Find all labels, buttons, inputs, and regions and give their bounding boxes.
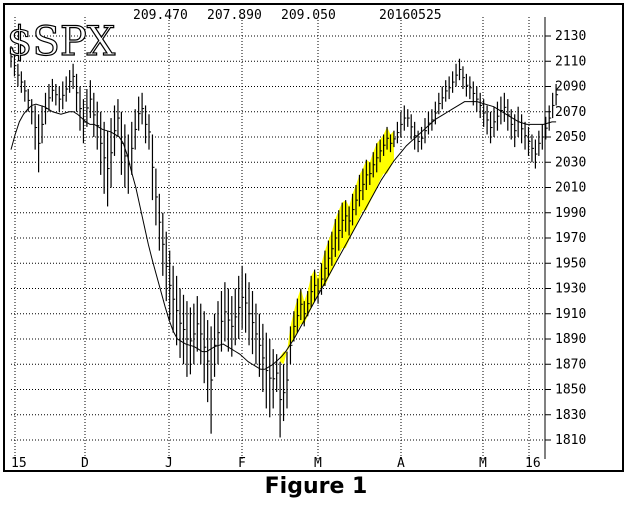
moving-average-line (10, 101, 557, 370)
y-tick-label: 2050 (555, 130, 586, 145)
x-tick-label: M (479, 456, 487, 470)
y-tick-label: 1850 (555, 383, 586, 398)
y-tick-label: 1950 (555, 256, 586, 271)
y-tick-label: 2070 (555, 105, 586, 120)
y-tick-label: 1870 (555, 357, 586, 372)
moving-average-layer (10, 101, 557, 370)
y-tick-label: 1830 (555, 408, 586, 423)
y-tick-label: 1910 (555, 307, 586, 322)
highlight-layer (280, 126, 394, 365)
y-axis-labels: 2130 2110 2090 2070 2050 2030 2010 1990 1970 1950… (555, 29, 586, 448)
x-axis-labels: 15 D J F M A M 16 (11, 456, 541, 470)
x-tick-label: A (397, 456, 405, 470)
y-tick-label: 2090 (555, 80, 586, 95)
highlight-region (280, 126, 394, 365)
y-tick-label: 2110 (555, 54, 586, 69)
x-tick-label: 16 (525, 456, 541, 470)
y-tick-label: 1930 (555, 282, 586, 297)
y-tick-label: 1990 (555, 206, 586, 221)
spx-chart: 2130 2110 2090 2070 2050 2030 2010 1990 1970 1950… (6, 8, 586, 470)
y-tick-label: 1970 (555, 231, 586, 246)
price-bars (10, 46, 559, 438)
y-tick-label: 1810 (555, 433, 586, 448)
header-date: 20160525 (379, 8, 442, 23)
x-tick-label: F (238, 456, 246, 470)
x-tick-label: M (314, 456, 322, 470)
figure-caption: Figure 1 (264, 474, 368, 499)
y-tick-label: 2010 (555, 181, 586, 196)
chart-frame: 2130 2110 2090 2070 2050 2030 2010 1990 1970 1950… (3, 3, 624, 472)
header-value-2: 207.890 (207, 8, 262, 23)
header-value-1: 209.470 (133, 8, 188, 23)
x-tick-label: J (165, 456, 173, 470)
symbol-title: $SPX (7, 19, 116, 65)
y-tick-label: 2130 (555, 29, 586, 44)
header-value-3: 209.050 (281, 8, 336, 23)
x-tick-label: D (81, 456, 89, 470)
y-tick-label: 2030 (555, 155, 586, 170)
x-tick-label: 15 (11, 456, 27, 470)
y-tick-label: 1890 (555, 332, 586, 347)
grid-layer (11, 17, 551, 459)
